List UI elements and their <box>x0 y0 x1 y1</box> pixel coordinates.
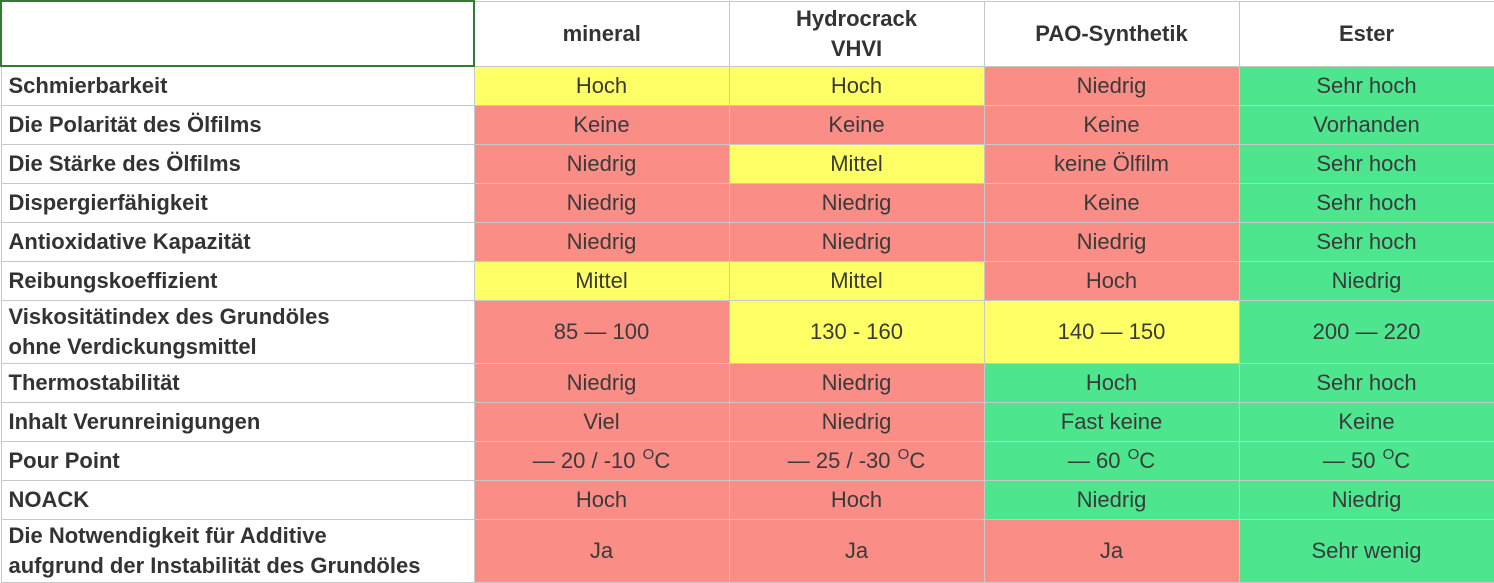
table-cell: Sehr hoch <box>1238 182 1494 223</box>
table-cell: Sehr hoch <box>1238 362 1494 403</box>
table-cell: Fast keine <box>983 401 1240 442</box>
table-row: Die Stärke des Ölfilms Niedrig Mittel keine… <box>0 143 1494 184</box>
table-cell: Ja <box>473 518 730 583</box>
table-cell: Niedrig <box>473 143 730 184</box>
row-label: Thermostabilität <box>0 362 475 403</box>
table-cell: Mittel <box>473 260 730 301</box>
table-cell: 130 - 160 <box>728 299 985 364</box>
row-label: Viskositätindex des Grundöles ohne Verdic… <box>0 299 475 364</box>
table-cell: Niedrig <box>1238 260 1494 301</box>
table-cell: Keine <box>1238 401 1494 442</box>
table-cell: Mittel <box>728 143 985 184</box>
table-cell: Hoch <box>473 65 730 106</box>
table-cell: Hoch <box>473 479 730 520</box>
table-body: Schmierbarkeit Hoch Hoch Niedrig Sehr hoch Di… <box>0 65 1494 583</box>
table-cell: Niedrig <box>1238 479 1494 520</box>
table-cell: Sehr hoch <box>1238 143 1494 184</box>
table-cell: Niedrig <box>473 362 730 403</box>
table-cell: — 20 / -10 OC <box>473 440 730 481</box>
row-label: Inhalt Verunreinigungen <box>0 401 475 442</box>
table-cell: Hoch <box>728 479 985 520</box>
table-cell: keine Ölfilm <box>983 143 1240 184</box>
table-row: Inhalt Verunreinigungen Viel Niedrig Fast k… <box>0 401 1494 442</box>
table-cell: Niedrig <box>983 65 1240 106</box>
table-row: Die Polarität des Ölfilms Keine Keine Keine… <box>0 104 1494 145</box>
row-label: Die Stärke des Ölfilms <box>0 143 475 184</box>
table-cell: 140 — 150 <box>983 299 1240 364</box>
table-cell: Keine <box>728 104 985 145</box>
table-cell: Niedrig <box>473 221 730 262</box>
corner-cell[interactable] <box>0 0 475 67</box>
column-header-pao: PAO-Synthetik <box>983 0 1240 67</box>
table-cell: Keine <box>473 104 730 145</box>
table-row: Dispergierfähigkeit Niedrig Niedrig Keine Se… <box>0 182 1494 223</box>
table-cell: — 25 / -30 OC <box>728 440 985 481</box>
table-row: Schmierbarkeit Hoch Hoch Niedrig Sehr hoch <box>0 65 1494 106</box>
table-cell: Niedrig <box>983 479 1240 520</box>
table-cell: Ja <box>728 518 985 583</box>
column-header-hydrocrack: Hydrocrack VHVI <box>728 0 985 67</box>
table-cell: Niedrig <box>728 182 985 223</box>
row-label: Schmierbarkeit <box>0 65 475 106</box>
table-row: Reibungskoeffizient Mittel Mittel Hoch Niedr… <box>0 260 1494 301</box>
table-cell: Niedrig <box>473 182 730 223</box>
table-cell: Mittel <box>728 260 985 301</box>
table-row: NOACK Hoch Hoch Niedrig Niedrig <box>0 479 1494 520</box>
table-cell: Ja <box>983 518 1240 583</box>
header-row: mineral Hydrocrack VHVI PAO-Synthetik Est… <box>0 0 1494 67</box>
table-cell: Viel <box>473 401 730 442</box>
row-label: Die Notwendigkeit für Additive aufgrund d… <box>0 518 475 583</box>
table-row: Viskositätindex des Grundöles ohne Verdic… <box>0 299 1494 364</box>
table-cell: Niedrig <box>728 401 985 442</box>
table-cell: Sehr wenig <box>1238 518 1494 583</box>
row-label: NOACK <box>0 479 475 520</box>
table-cell: Hoch <box>983 260 1240 301</box>
column-header-ester: Ester <box>1238 0 1494 67</box>
table-cell: — 60 OC <box>983 440 1240 481</box>
table-cell: Sehr hoch <box>1238 221 1494 262</box>
column-header-mineral: mineral <box>473 0 730 67</box>
table-row: Die Notwendigkeit für Additive aufgrund d… <box>0 518 1494 583</box>
table-cell: Niedrig <box>728 221 985 262</box>
row-label: Reibungskoeffizient <box>0 260 475 301</box>
table-cell: Hoch <box>728 65 985 106</box>
table-cell: Hoch <box>983 362 1240 403</box>
table-cell: Niedrig <box>983 221 1240 262</box>
table-row: Pour Point — 20 / -10 OC — 25 / -30 OC — 60… <box>0 440 1494 481</box>
row-label: Antioxidative Kapazität <box>0 221 475 262</box>
table-cell: Sehr hoch <box>1238 65 1494 106</box>
row-label: Die Polarität des Ölfilms <box>0 104 475 145</box>
table-cell: Niedrig <box>728 362 985 403</box>
table-cell: 85 — 100 <box>473 299 730 364</box>
table-row: Antioxidative Kapazität Niedrig Niedrig Nie… <box>0 221 1494 262</box>
table-cell: Vorhanden <box>1238 104 1494 145</box>
row-label: Pour Point <box>0 440 475 481</box>
table-cell: 200 — 220 <box>1238 299 1494 364</box>
table-cell: Keine <box>983 182 1240 223</box>
table-cell: Keine <box>983 104 1240 145</box>
table-row: Thermostabilität Niedrig Niedrig Hoch Sehr h… <box>0 362 1494 403</box>
row-label: Dispergierfähigkeit <box>0 182 475 223</box>
table-cell: — 50 OC <box>1238 440 1494 481</box>
